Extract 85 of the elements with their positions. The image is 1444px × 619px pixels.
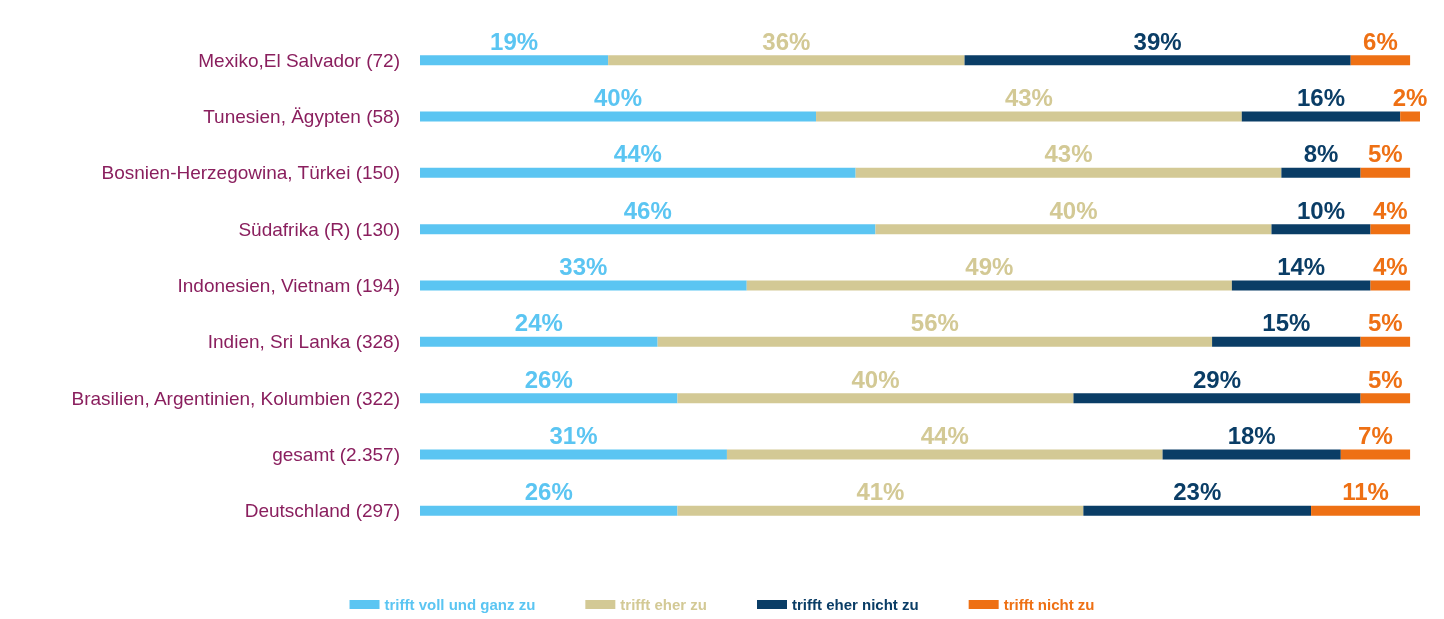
data-label: 4% (1372, 196, 1408, 224)
bar (855, 167, 1282, 178)
data-label: 10% (1296, 196, 1346, 224)
legend-label: trifft eher zu (620, 596, 708, 613)
bar (608, 55, 965, 66)
bar (1212, 336, 1361, 347)
bar (1360, 393, 1411, 404)
bar (1350, 55, 1411, 66)
data-label: 7% (1358, 422, 1393, 449)
data-label: 11% (1342, 478, 1389, 506)
bar (1231, 280, 1371, 291)
bar (420, 55, 609, 66)
data-label: 40% (1049, 196, 1098, 224)
legend-label: trifft eher nicht zu (792, 596, 919, 613)
bar (1281, 167, 1361, 178)
data-label: 2% (1392, 84, 1428, 111)
data-label: 18% (1227, 422, 1276, 449)
bar (1400, 111, 1420, 122)
bar (1073, 393, 1361, 404)
bar (1360, 167, 1411, 178)
data-label: 5% (1368, 309, 1403, 337)
y-tick-label: Mexiko,El Salvador (72) (198, 49, 400, 71)
y-tick-label: Bosnien-Herzegowina, Türkei (150) (101, 162, 400, 184)
bar (964, 55, 1351, 66)
data-label: 46% (623, 196, 672, 224)
bar (1271, 224, 1371, 235)
y-tick-label: Südafrika (R) (130) (238, 218, 400, 240)
data-label: 43% (1004, 84, 1053, 111)
data-label: 40% (594, 84, 643, 111)
bar (657, 336, 1213, 347)
data-label: 41% (856, 478, 905, 506)
legend-label: trifft voll und ganz zu (384, 596, 536, 613)
data-label: 31% (549, 422, 598, 449)
data-label: 29% (1193, 365, 1242, 393)
data-label: 26% (524, 365, 573, 393)
bar (1311, 505, 1420, 516)
y-tick-label: Brasilien, Argentinien, Kolumbien (322) (71, 387, 400, 409)
data-label: 44% (613, 140, 662, 168)
bar (816, 111, 1242, 122)
data-label: 26% (524, 478, 573, 506)
data-label: 19% (490, 27, 539, 55)
bar (1083, 505, 1312, 516)
data-label: 40% (851, 365, 900, 393)
data-label: 44% (920, 422, 969, 449)
bar (420, 111, 817, 122)
data-label: 14% (1277, 253, 1326, 280)
bar (420, 505, 678, 516)
bar (420, 336, 658, 347)
bar (1241, 111, 1401, 122)
data-label: 33% (559, 253, 608, 280)
data-label: 23% (1173, 478, 1222, 506)
data-label: 8% (1303, 140, 1339, 168)
legend-label: trifft nicht zu (1003, 596, 1095, 613)
bar (677, 393, 1074, 404)
bar (875, 224, 1272, 235)
y-tick-label: Deutschland (297) (244, 500, 400, 522)
bar (1340, 449, 1411, 460)
data-label: 6% (1363, 27, 1398, 55)
bar (677, 505, 1084, 516)
data-label: 5% (1368, 140, 1403, 168)
bar (420, 224, 876, 235)
bar (1162, 449, 1341, 460)
data-label: 5% (1368, 365, 1403, 393)
bar (726, 449, 1163, 460)
data-label: 39% (1133, 27, 1182, 55)
bar (420, 449, 727, 460)
bar (1370, 224, 1411, 235)
data-label: 56% (910, 309, 959, 337)
y-tick-label: gesamt (2.357) (272, 444, 400, 465)
data-label: 16% (1296, 84, 1346, 111)
bar (420, 167, 856, 178)
bar (1360, 336, 1411, 347)
bar (746, 280, 1232, 291)
data-label: 43% (1044, 140, 1093, 168)
bar (420, 393, 678, 404)
y-tick-label: Tunesien, Ägypten (58) (203, 106, 400, 127)
y-tick-label: Indonesien, Vietnam (194) (177, 275, 400, 296)
bar (1370, 280, 1411, 291)
data-label: 15% (1262, 309, 1311, 337)
bar (420, 280, 747, 291)
data-label: 24% (514, 309, 563, 337)
y-tick-label: Indien, Sri Lanka (328) (207, 331, 400, 353)
data-label: 49% (965, 253, 1014, 280)
data-label: 4% (1372, 253, 1408, 280)
data-label: 36% (762, 27, 811, 55)
